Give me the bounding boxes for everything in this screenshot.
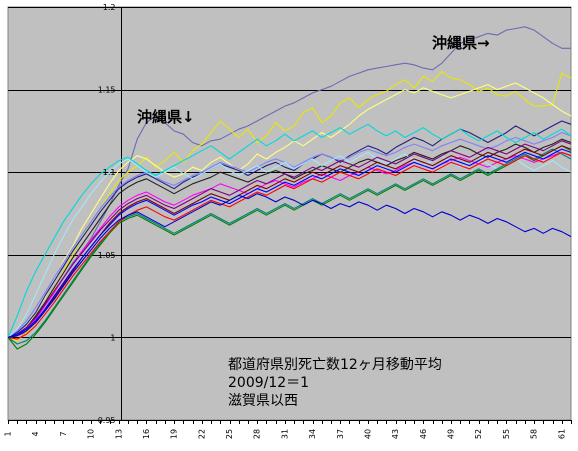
plot-area (7, 6, 572, 421)
series-line-15 (7, 148, 572, 338)
callout-okinawa-down: 沖縄県↓ (137, 108, 195, 126)
series-line-11 (7, 145, 572, 350)
y-tick-label: 1.15 (98, 86, 116, 95)
series-lines (7, 26, 572, 350)
x-tick-label: 55 (502, 429, 511, 439)
x-tick-label: 1 (4, 431, 13, 436)
x-tick-label: 31 (280, 429, 289, 439)
series-line-10 (7, 148, 572, 345)
y-tick-label: 1 (110, 333, 115, 342)
callout-okinawa-right: 沖縄県→ (432, 34, 490, 52)
series-line-16 (7, 193, 572, 338)
x-tick-label: 22 (197, 429, 206, 439)
x-tick-label: 37 (336, 429, 345, 439)
x-tick-label: 52 (474, 429, 483, 439)
x-tick-label: 25 (225, 429, 234, 439)
x-tick-label: 13 (114, 429, 123, 439)
y-tick-label: 1.2 (103, 3, 116, 12)
y-tick-label: 0.95 (98, 416, 116, 425)
series-line-14 (7, 140, 572, 338)
series-line-6 (7, 132, 572, 338)
x-tick-label: 4 (31, 431, 40, 436)
x-tick-label: 19 (170, 429, 179, 439)
series-line-8 (7, 123, 572, 338)
x-tick-label: 49 (447, 429, 456, 439)
series-line-13 (7, 151, 572, 340)
y-tick-label: 1.1 (103, 168, 116, 177)
annotation-line-3: 滋賀県以西 (228, 393, 298, 409)
y-tick-label: 1.05 (98, 251, 116, 260)
series-line-3 (7, 82, 572, 338)
series-line-7 (7, 151, 572, 338)
tick-labels: 0.95 1 1.05 1.1 1.15 1.2 1 4 7 10 13 16 19 22 25 28 31 34… (4, 3, 567, 439)
annotation-line-2: 2009/12＝1 (228, 375, 309, 391)
annotation-line-1: 都道府県別死亡数12ヶ月移動平均 (228, 357, 442, 373)
x-tick-label: 16 (142, 429, 151, 439)
x-tick-label: 61 (557, 429, 566, 439)
x-tick-label: 10 (87, 429, 96, 439)
series-line-4 (7, 120, 572, 338)
x-tick-label: 34 (308, 429, 317, 439)
x-tick-label: 46 (419, 429, 428, 439)
x-tick-label: 28 (253, 429, 262, 439)
series-line-1 (7, 26, 571, 338)
x-tick-label: 7 (59, 431, 68, 436)
x-tick-label: 58 (530, 429, 539, 439)
x-tick-label: 40 (363, 429, 372, 439)
x-tick-label: 43 (391, 429, 400, 439)
